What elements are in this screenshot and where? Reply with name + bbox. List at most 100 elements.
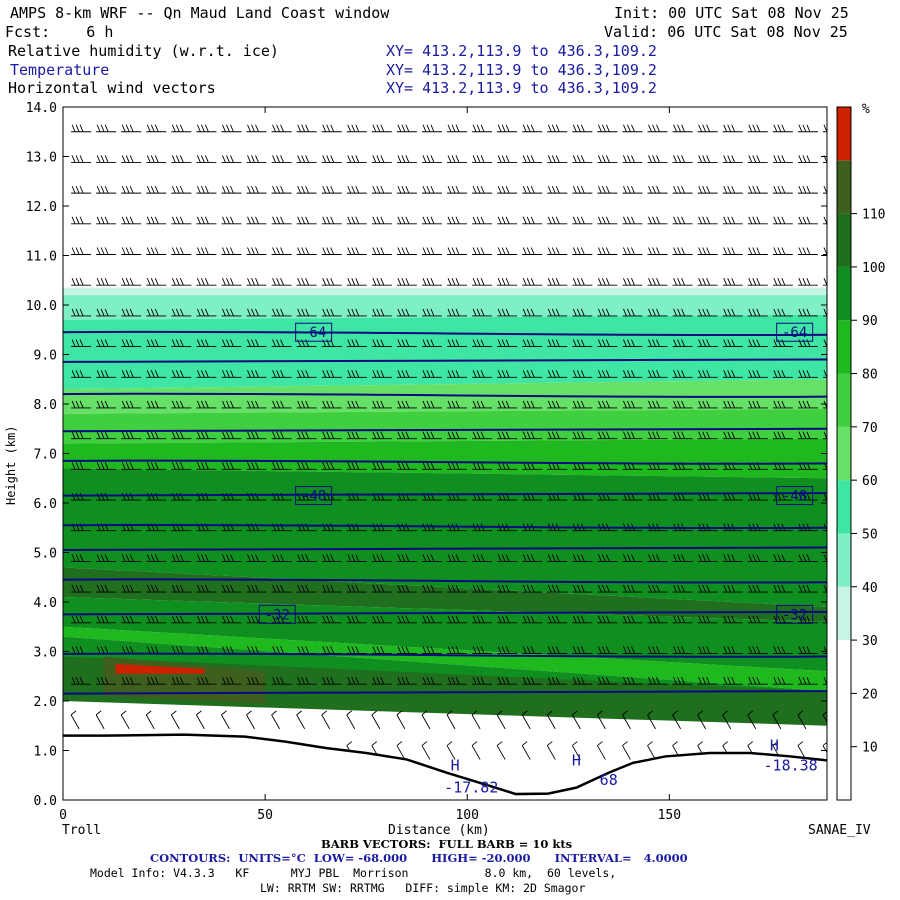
wind-barb bbox=[822, 278, 827, 286]
wind-barb bbox=[71, 370, 92, 378]
wind-barb bbox=[296, 247, 317, 255]
wind-barb bbox=[647, 741, 656, 760]
wind-barb bbox=[196, 615, 217, 624]
wind-barb bbox=[447, 584, 468, 593]
wind-barb bbox=[672, 431, 693, 440]
wind-barb bbox=[296, 216, 317, 225]
wind-barb bbox=[146, 216, 167, 225]
wind-barb bbox=[697, 370, 718, 378]
wind-barb bbox=[522, 646, 543, 654]
wind-barb bbox=[822, 124, 827, 133]
wind-barb bbox=[622, 278, 643, 286]
wind-barb bbox=[271, 400, 292, 409]
wind-barb bbox=[171, 523, 192, 532]
wind-barb bbox=[497, 462, 518, 470]
wind-barb bbox=[447, 400, 468, 409]
colorbar-tick-label: 80 bbox=[862, 368, 878, 383]
wind-barb bbox=[421, 462, 442, 470]
wind-barb bbox=[547, 124, 568, 133]
colorbar-tick-label: 20 bbox=[862, 687, 878, 702]
wind-barb bbox=[622, 400, 643, 409]
wind-barb bbox=[647, 523, 668, 532]
wind-barb bbox=[722, 646, 743, 654]
wind-barb bbox=[246, 615, 267, 624]
wind-barb bbox=[371, 431, 392, 440]
wind-barb bbox=[672, 124, 693, 133]
wind-barb bbox=[296, 615, 317, 624]
wind-barb bbox=[221, 247, 242, 255]
wind-barb bbox=[246, 247, 267, 255]
wind-barb bbox=[622, 216, 643, 225]
wind-barb bbox=[121, 124, 142, 133]
rh-fill-60-3 bbox=[63, 379, 827, 414]
wind-barb bbox=[772, 216, 793, 225]
wind-barb bbox=[121, 247, 142, 255]
rh-fill-80-5 bbox=[63, 438, 827, 479]
wind-barb bbox=[271, 124, 292, 133]
wind-barb bbox=[797, 308, 818, 317]
wind-barb bbox=[622, 431, 643, 440]
wind-barb bbox=[797, 710, 807, 730]
wind-barb bbox=[246, 676, 267, 685]
wind-barb bbox=[196, 370, 217, 378]
wind-barb bbox=[747, 615, 768, 624]
surface-label: 68 bbox=[600, 771, 618, 789]
wind-barb bbox=[71, 247, 92, 255]
wind-barb bbox=[472, 523, 493, 532]
wind-barb bbox=[597, 185, 618, 194]
y-tick-label: 2.0 bbox=[34, 695, 57, 710]
wind-barb bbox=[96, 462, 117, 470]
wind-barb bbox=[346, 370, 367, 378]
wind-barb bbox=[547, 431, 568, 440]
wind-barb bbox=[747, 741, 757, 760]
wind-barb bbox=[572, 431, 593, 440]
wind-barb bbox=[672, 646, 693, 654]
wind-barb bbox=[447, 462, 468, 470]
contour-label: -64 bbox=[782, 325, 807, 341]
wind-barb bbox=[271, 676, 292, 685]
wind-barb bbox=[71, 124, 92, 133]
wind-barb bbox=[196, 155, 217, 163]
wind-barb bbox=[346, 216, 367, 225]
wind-barb bbox=[522, 247, 543, 255]
wind-barb bbox=[722, 710, 732, 730]
wind-barb bbox=[521, 741, 531, 760]
wind-barb bbox=[171, 676, 192, 685]
contour-label-box bbox=[258, 604, 296, 624]
wind-barb bbox=[697, 339, 718, 348]
wind-barb bbox=[497, 278, 518, 286]
wind-barb bbox=[697, 400, 718, 409]
wind-barb bbox=[722, 185, 743, 194]
wind-barb bbox=[96, 676, 117, 685]
wind-barb bbox=[647, 492, 668, 501]
wind-barb bbox=[171, 339, 192, 348]
colorbar-segment bbox=[837, 320, 851, 374]
wind-barb bbox=[547, 676, 568, 685]
wind-barb bbox=[747, 400, 768, 409]
wind-barb bbox=[371, 124, 392, 133]
wind-barb bbox=[447, 124, 468, 133]
wind-barb bbox=[772, 523, 793, 532]
colorbar-segment bbox=[837, 373, 851, 427]
wind-barb bbox=[271, 216, 292, 225]
wind-barb bbox=[497, 584, 518, 593]
wind-barb bbox=[246, 155, 267, 163]
wind-barb bbox=[421, 155, 442, 163]
wind-barb bbox=[672, 492, 693, 501]
x-tick-label: 100 bbox=[455, 808, 478, 823]
rh-fill-90-8 bbox=[63, 597, 827, 672]
wind-barb bbox=[171, 278, 192, 286]
wind-barb bbox=[697, 584, 718, 593]
wind-barb bbox=[747, 462, 768, 470]
wind-barb bbox=[246, 185, 267, 194]
wind-barb bbox=[772, 400, 793, 409]
y-tick-label: 1.0 bbox=[34, 745, 57, 760]
wind-barb bbox=[597, 216, 618, 225]
wind-barb bbox=[672, 278, 693, 286]
wind-barb bbox=[546, 741, 556, 760]
y-tick-label: 10.0 bbox=[26, 299, 57, 314]
rh-fill-110-12 bbox=[103, 656, 266, 704]
wind-barb bbox=[146, 431, 167, 440]
wind-barb bbox=[797, 278, 818, 286]
wind-barb bbox=[96, 370, 117, 378]
